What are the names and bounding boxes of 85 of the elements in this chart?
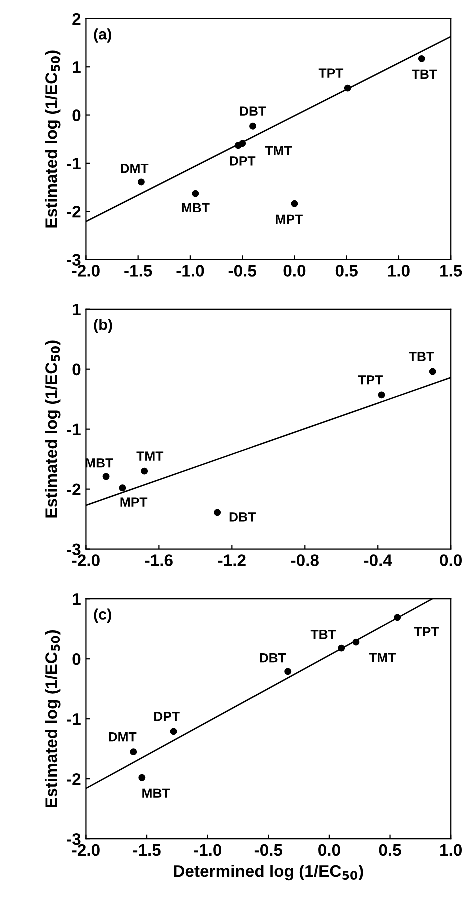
- point: [239, 140, 246, 148]
- annotation: TMT: [136, 452, 164, 461]
- point: [170, 728, 178, 736]
- annotation: DBT: [230, 512, 256, 522]
- x-tick-label: -0.5: [254, 844, 283, 856]
- annotation: DPT: [230, 156, 256, 166]
- annotation: TPT: [414, 627, 440, 636]
- point: [141, 468, 148, 475]
- x-tick-label: -1.5: [124, 265, 152, 277]
- point: [138, 178, 145, 186]
- y-tick-label: 0: [72, 364, 81, 376]
- annotation: DBT: [260, 654, 286, 663]
- annotation: (c): [94, 608, 112, 623]
- annotation: MBT: [142, 788, 170, 798]
- point: [418, 55, 426, 62]
- point: [284, 668, 292, 676]
- y-tick-label: -1: [67, 714, 81, 726]
- y-tick-label: 0: [72, 653, 81, 666]
- x-tick-label: -1.2: [218, 554, 246, 566]
- annotation: TBT: [409, 352, 434, 362]
- point: [394, 614, 402, 622]
- annotation: (b): [94, 318, 112, 334]
- x-tick-label: 0.0: [440, 554, 462, 566]
- annotation: DBT: [240, 106, 266, 116]
- y-axis-title: Estimated log (1/EC$_{50}$): [45, 630, 61, 808]
- y-tick-label: -3: [67, 254, 81, 266]
- point: [429, 368, 436, 376]
- x-tick-label: 0.5: [336, 265, 358, 277]
- point: [138, 774, 146, 782]
- y-tick-label: 2: [72, 13, 81, 25]
- x-tick-label: -1.6: [145, 554, 173, 566]
- x-tick-label: 1.0: [440, 844, 462, 856]
- x-tick-label: 0.0: [318, 844, 340, 856]
- point: [378, 392, 386, 399]
- x-tick-label: 1.0: [388, 265, 410, 277]
- y-tick-label: -2: [67, 206, 81, 218]
- y-axis-title: Estimated log (1/EC$_{50}$): [45, 340, 61, 518]
- x-tick-label: -2.0: [72, 554, 100, 566]
- annotation: DMT: [109, 732, 137, 742]
- point: [344, 84, 352, 92]
- y-axis-title: Estimated log (1/EC$_{50}$): [45, 50, 61, 228]
- x-tick-label: 1.5: [440, 265, 462, 277]
- y-tick-label: -3: [67, 833, 81, 846]
- y-tick-label: -2: [67, 773, 81, 786]
- annotation: MPT: [276, 214, 303, 224]
- x-tick-label: -0.8: [291, 554, 319, 566]
- point: [192, 190, 200, 198]
- x-tick-label: 0.5: [379, 844, 402, 856]
- point: [214, 509, 222, 516]
- x-tick-label: -0.5: [228, 265, 256, 277]
- x-tick-label: -0.4: [364, 554, 392, 566]
- x-axis-title: Determined log (1/EC$_{50}$): [174, 864, 364, 881]
- y-tick-label: -2: [67, 484, 81, 496]
- point: [119, 484, 126, 492]
- annotation: DPT: [154, 712, 180, 722]
- annotation: MBT: [86, 458, 114, 468]
- y-tick-label: 0: [72, 110, 81, 122]
- y-tick-label: -3: [67, 544, 81, 556]
- annotation: TMT: [369, 653, 396, 662]
- y-tick-label: 1: [73, 304, 81, 316]
- x-tick-label: 0.0: [284, 265, 306, 277]
- x-tick-label: -1.5: [133, 844, 161, 856]
- annotation: MBT: [182, 203, 210, 212]
- point: [130, 748, 138, 756]
- annotation: TPT: [318, 68, 344, 78]
- annotation: DMT: [121, 164, 149, 174]
- x-tick-label: -1.0: [194, 844, 222, 856]
- y-tick-label: -1: [67, 424, 81, 436]
- annotation: (a): [94, 28, 112, 43]
- annotation: TBT: [310, 630, 336, 640]
- annotation: MPT: [120, 498, 148, 507]
- point: [250, 122, 256, 130]
- x-tick-label: -2.0: [72, 265, 100, 277]
- y-tick-label: -1: [67, 158, 81, 170]
- x-tick-label: -2.0: [72, 844, 100, 856]
- x-tick-label: -1.0: [176, 265, 204, 277]
- annotation: TPT: [358, 376, 383, 385]
- annotation: TMT: [265, 146, 292, 156]
- point: [291, 200, 298, 208]
- y-tick-label: 1: [73, 594, 81, 606]
- point: [352, 638, 360, 646]
- annotation: TBT: [412, 70, 438, 79]
- point: [102, 473, 110, 480]
- y-tick-label: 1: [73, 62, 81, 74]
- point: [338, 644, 346, 652]
